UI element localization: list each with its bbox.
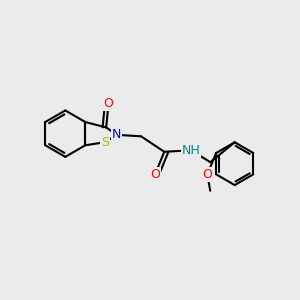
Text: O: O	[103, 97, 113, 110]
Text: NH: NH	[182, 144, 200, 157]
Text: O: O	[202, 168, 212, 181]
Text: N: N	[112, 128, 122, 141]
Text: O: O	[150, 169, 160, 182]
Text: S: S	[101, 136, 109, 149]
